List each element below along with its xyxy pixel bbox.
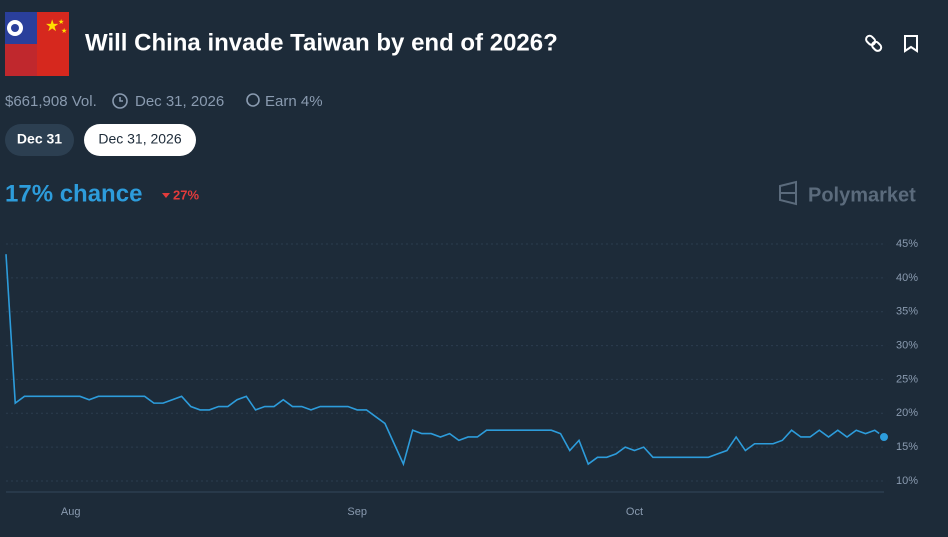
last-point: [878, 430, 890, 443]
x-tick-label: Sep: [347, 506, 367, 518]
y-tick-label: 10%: [896, 475, 918, 487]
price-line: [5, 254, 885, 467]
y-tick-label: 45%: [896, 238, 918, 250]
down-arrow: [162, 193, 170, 198]
tab-label[interactable]: Dec 31, 2026: [98, 131, 181, 147]
y-tick-label: 30%: [896, 339, 918, 351]
brand: Polymarket: [808, 184, 916, 206]
x-tick-label: Aug: [61, 506, 81, 518]
chance: 17% chance: [5, 180, 142, 207]
y-tick-label: 25%: [896, 373, 918, 385]
tab-label[interactable]: Dec 31: [17, 131, 62, 147]
market-title: Will China invade Taiwan by end of 2026?: [85, 29, 558, 56]
earn: Earn 4%: [265, 93, 323, 110]
bookmark[interactable]: [904, 35, 918, 53]
svg-text:★: ★: [61, 27, 67, 35]
earn-icon: [246, 93, 260, 107]
svg-text:★: ★: [58, 18, 64, 26]
chart: 10% 15% 20% 25% 30% 35% 40% 45% Aug Sep Oct: [5, 238, 918, 518]
tab[interactable]: [5, 124, 74, 156]
y-tick-label: 35%: [896, 306, 918, 318]
change: 27%: [173, 187, 199, 202]
clock-icon: [112, 93, 128, 109]
svg-text:★: ★: [45, 18, 59, 35]
y-tick-label: 20%: [896, 407, 918, 419]
tab-selected[interactable]: [84, 124, 196, 156]
y-tick-label: 40%: [896, 272, 918, 284]
copy-link[interactable]: [865, 34, 883, 52]
x-tick-label: Oct: [626, 506, 643, 518]
y-tick-label: 15%: [896, 441, 918, 453]
volume: $661,908 Vol.: [5, 93, 97, 110]
market-icon: ★ ★ ★: [5, 12, 69, 76]
brand-logo: [779, 180, 797, 206]
end-date: Dec 31, 2026: [135, 93, 224, 110]
